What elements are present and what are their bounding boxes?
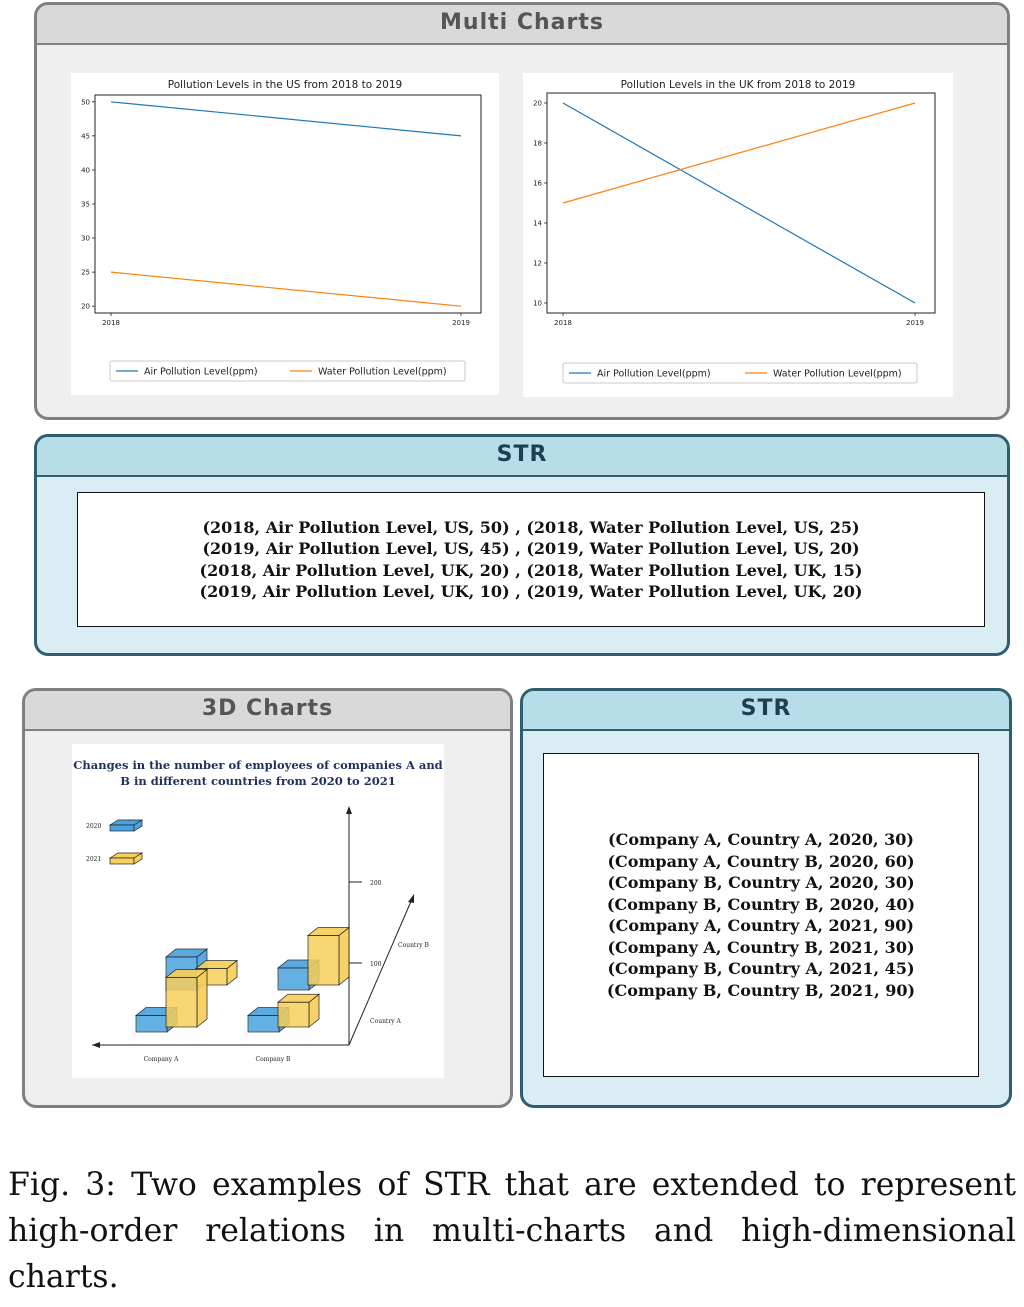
- multi-charts-title: Multi Charts: [37, 5, 1007, 45]
- legend-swatch-side: [133, 819, 143, 832]
- legend-swatch-front: [109, 857, 135, 865]
- us-line-chart: Pollution Levels in the US from 2018 to …: [81, 79, 482, 382]
- bar-front: [247, 1015, 280, 1033]
- y-tick-label: 16: [533, 180, 542, 188]
- x-tick-label: 2019: [906, 319, 924, 327]
- bar-side: [338, 926, 350, 986]
- chart-title-line: B in different countries from 2020 to 20…: [120, 774, 395, 788]
- x-tick-label: 2018: [554, 319, 572, 327]
- str-line: (Company A, Country B, 2021, 30): [607, 937, 915, 957]
- z-tick-label: 200: [370, 880, 382, 887]
- depth-label: Country B: [398, 942, 430, 949]
- series-line: [110, 271, 462, 307]
- category-label: Company A: [144, 1056, 179, 1063]
- uk-line-chart: Pollution Levels in the UK from 2018 to …: [533, 79, 936, 384]
- str-line: (2018, Air Pollution Level, UK, 20) , (2…: [199, 560, 863, 580]
- legend-label: 2021: [86, 856, 101, 863]
- depth-label: Country A: [370, 1018, 402, 1025]
- str-line: (2018, Air Pollution Level, US, 50) , (2…: [202, 517, 860, 537]
- 3d-charts-panel: 3D Charts Changes in the number of emplo…: [22, 688, 513, 1108]
- 3d-bar-chart: Changes in the number of employees of co…: [73, 758, 442, 1063]
- legend-swatch-front: [109, 824, 135, 832]
- y-tick-label: 30: [81, 235, 90, 243]
- x-tick-label: 2019: [452, 319, 470, 327]
- str-line: (Company B, Country A, 2020, 30): [607, 873, 915, 892]
- bar-3d: [306, 926, 351, 986]
- legend-label: Air Pollution Level(ppm): [144, 367, 258, 378]
- bar-3d: [164, 968, 209, 1028]
- str-text-box-bottom: (Company A, Country A, 2020, 30) (Compan…: [543, 753, 979, 1077]
- str-text-box-top: (2018, Air Pollution Level, US, 50) , (2…: [77, 492, 985, 627]
- str-line: (Company B, Country A, 2021, 45): [607, 959, 915, 978]
- y-tick-label: 45: [81, 132, 90, 140]
- str-panel-top: STR (2018, Air Pollution Level, US, 50) …: [34, 434, 1010, 656]
- z-axis-arrow: [346, 806, 352, 814]
- y-axis-arrow: [408, 894, 414, 903]
- y-tick-label: 25: [81, 269, 90, 277]
- y-tick-label: 50: [81, 98, 90, 106]
- plot-frame: [94, 94, 482, 314]
- z-tick-label: 100: [370, 961, 382, 968]
- y-tick-label: 10: [533, 300, 542, 308]
- str-panel-bottom: STR (Company A, Country A, 2020, 30) (Co…: [520, 688, 1012, 1108]
- 3d-charts-title: 3D Charts: [25, 691, 510, 731]
- legend-label: Water Pollution Level(ppm): [773, 369, 902, 380]
- str-line: (Company A, Country B, 2020, 60): [607, 851, 915, 871]
- figure-caption: Fig. 3: Two examples of STR that are ext…: [8, 1167, 1016, 1295]
- plot-frame: [546, 92, 936, 314]
- str-line: (Company B, Country B, 2020, 40): [606, 894, 916, 914]
- category-label: Company B: [256, 1056, 291, 1063]
- series-line: [562, 102, 916, 204]
- y-tick-label: 14: [533, 220, 542, 228]
- str-line: (2019, Air Pollution Level, UK, 10) , (2…: [199, 582, 863, 601]
- bar-front: [135, 1015, 168, 1033]
- x-tick-label: 2018: [102, 319, 120, 327]
- bar-front: [307, 935, 340, 986]
- str-line: (Company A, Country A, 2021, 90): [608, 916, 914, 935]
- y-tick-label: 12: [533, 260, 542, 268]
- legend-swatch: [108, 852, 144, 865]
- us-chart: Pollution Levels in the US from 2018 to …: [71, 73, 499, 395]
- bar-front: [277, 1001, 310, 1028]
- uk-chart: Pollution Levels in the UK from 2018 to …: [523, 73, 953, 397]
- bar-front: [165, 977, 198, 1028]
- legend-swatch-side: [133, 852, 143, 865]
- bar-front: [277, 967, 310, 991]
- series-line: [110, 101, 462, 137]
- y-tick-label: 18: [533, 140, 542, 148]
- legend-label: Air Pollution Level(ppm): [597, 369, 711, 380]
- y-tick-label: 20: [81, 303, 90, 311]
- legend-box: [109, 360, 466, 382]
- x-axis-arrow: [92, 1042, 100, 1048]
- 3d-chart: Changes in the number of employees of co…: [72, 744, 444, 1078]
- chart-title-line: Changes in the number of employees of co…: [73, 758, 442, 772]
- legend-label: 2020: [86, 823, 101, 830]
- multi-charts-panel: Multi Charts Pollution Levels in the US …: [34, 2, 1010, 420]
- bar-3d: [276, 993, 321, 1028]
- str-panel-top-title: STR: [37, 437, 1007, 477]
- legend-label: Water Pollution Level(ppm): [318, 367, 447, 378]
- y-tick-label: 35: [81, 201, 90, 209]
- legend-box: [562, 362, 918, 384]
- str-line: (Company B, Country B, 2021, 90): [606, 980, 916, 1000]
- str-line: (2019, Air Pollution Level, US, 45) , (2…: [202, 539, 860, 558]
- series-line: [562, 102, 916, 304]
- chart-title: Pollution Levels in the US from 2018 to …: [168, 79, 402, 91]
- y-tick-label: 20: [533, 100, 542, 108]
- legend-swatch: [108, 819, 144, 832]
- str-line: (Company A, Country A, 2020, 30): [608, 830, 914, 849]
- y-tick-label: 40: [81, 166, 90, 174]
- str-panel-bottom-title: STR: [523, 691, 1009, 731]
- chart-title: Pollution Levels in the UK from 2018 to …: [621, 79, 856, 91]
- y-axis: [348, 898, 413, 1046]
- bar-side: [196, 968, 208, 1028]
